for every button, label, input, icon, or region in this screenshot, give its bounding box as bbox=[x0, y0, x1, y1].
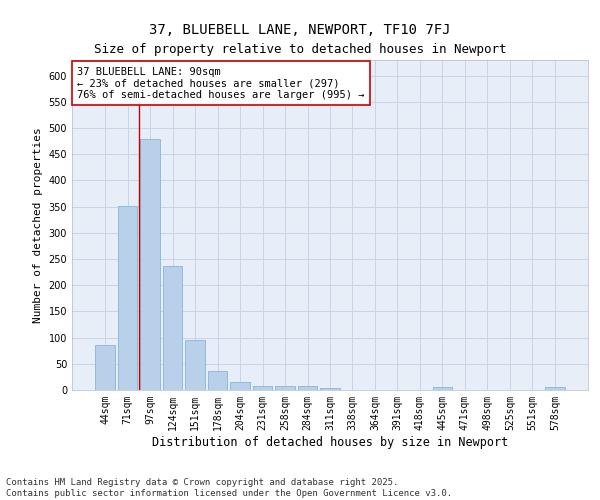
Y-axis label: Number of detached properties: Number of detached properties bbox=[33, 127, 43, 323]
Text: 37 BLUEBELL LANE: 90sqm
← 23% of detached houses are smaller (297)
76% of semi-d: 37 BLUEBELL LANE: 90sqm ← 23% of detache… bbox=[77, 66, 365, 100]
Bar bbox=[253, 386, 272, 390]
Bar bbox=[545, 388, 565, 390]
Bar bbox=[140, 138, 160, 390]
Bar bbox=[208, 370, 227, 390]
Bar bbox=[95, 346, 115, 390]
Bar bbox=[118, 206, 137, 390]
Bar bbox=[230, 382, 250, 390]
X-axis label: Distribution of detached houses by size in Newport: Distribution of detached houses by size … bbox=[152, 436, 508, 448]
Bar bbox=[275, 386, 295, 390]
Bar bbox=[163, 266, 182, 390]
Text: 37, BLUEBELL LANE, NEWPORT, TF10 7FJ: 37, BLUEBELL LANE, NEWPORT, TF10 7FJ bbox=[149, 22, 451, 36]
Bar bbox=[298, 386, 317, 390]
Text: Size of property relative to detached houses in Newport: Size of property relative to detached ho… bbox=[94, 42, 506, 56]
Bar bbox=[185, 340, 205, 390]
Bar bbox=[320, 388, 340, 390]
Text: Contains HM Land Registry data © Crown copyright and database right 2025.
Contai: Contains HM Land Registry data © Crown c… bbox=[6, 478, 452, 498]
Bar bbox=[433, 388, 452, 390]
